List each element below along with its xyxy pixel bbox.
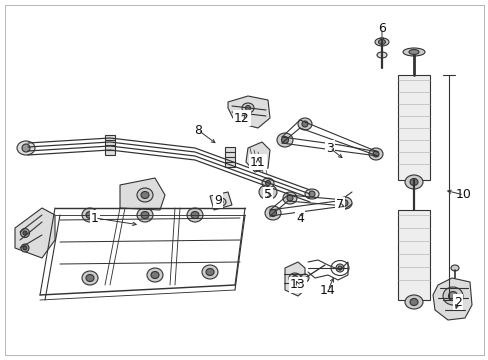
Ellipse shape <box>269 210 276 216</box>
Ellipse shape <box>216 198 225 206</box>
Ellipse shape <box>245 105 250 111</box>
Ellipse shape <box>281 136 288 144</box>
Text: 6: 6 <box>377 22 385 35</box>
Ellipse shape <box>447 292 457 301</box>
Ellipse shape <box>404 295 422 309</box>
Ellipse shape <box>302 121 307 127</box>
Bar <box>397 210 429 300</box>
Ellipse shape <box>259 184 276 199</box>
Ellipse shape <box>305 189 318 199</box>
Ellipse shape <box>337 197 351 209</box>
Ellipse shape <box>372 151 378 157</box>
Ellipse shape <box>186 208 203 222</box>
Ellipse shape <box>141 211 149 219</box>
Ellipse shape <box>409 298 417 306</box>
Ellipse shape <box>408 49 418 54</box>
Ellipse shape <box>23 246 27 250</box>
Polygon shape <box>209 192 231 210</box>
Ellipse shape <box>147 268 163 282</box>
Ellipse shape <box>219 200 223 204</box>
Ellipse shape <box>264 206 281 220</box>
Polygon shape <box>432 278 471 320</box>
Polygon shape <box>285 262 305 296</box>
Ellipse shape <box>86 274 94 282</box>
Text: 12: 12 <box>234 112 249 125</box>
Polygon shape <box>15 208 55 258</box>
Text: 10: 10 <box>455 189 471 202</box>
Ellipse shape <box>276 133 292 147</box>
Polygon shape <box>245 142 269 172</box>
Ellipse shape <box>82 208 98 222</box>
Text: 5: 5 <box>264 189 271 202</box>
Ellipse shape <box>137 188 153 202</box>
Ellipse shape <box>202 265 218 279</box>
Ellipse shape <box>20 229 29 238</box>
Bar <box>397 75 429 180</box>
Text: 8: 8 <box>194 123 202 136</box>
Text: 9: 9 <box>214 194 222 207</box>
Ellipse shape <box>262 178 273 188</box>
Ellipse shape <box>404 175 422 189</box>
Ellipse shape <box>141 192 149 198</box>
Polygon shape <box>105 135 115 155</box>
Text: 2: 2 <box>453 296 461 309</box>
Ellipse shape <box>191 211 199 219</box>
Ellipse shape <box>22 144 30 152</box>
Ellipse shape <box>335 264 343 272</box>
Ellipse shape <box>82 271 98 285</box>
Ellipse shape <box>151 271 159 279</box>
Ellipse shape <box>264 188 271 196</box>
Ellipse shape <box>292 275 297 280</box>
Ellipse shape <box>337 266 341 270</box>
Ellipse shape <box>301 274 308 282</box>
Ellipse shape <box>376 52 386 58</box>
Ellipse shape <box>374 38 388 46</box>
Ellipse shape <box>17 141 35 155</box>
Text: 13: 13 <box>289 279 305 292</box>
Ellipse shape <box>402 48 424 56</box>
Ellipse shape <box>286 195 292 201</box>
Ellipse shape <box>288 273 301 283</box>
Polygon shape <box>224 147 235 167</box>
Ellipse shape <box>205 269 214 275</box>
Ellipse shape <box>368 148 382 160</box>
Text: 1: 1 <box>91 211 99 225</box>
Ellipse shape <box>341 200 347 206</box>
Polygon shape <box>227 96 269 128</box>
Ellipse shape <box>442 287 462 305</box>
Text: 3: 3 <box>325 141 333 154</box>
Ellipse shape <box>265 180 270 185</box>
Ellipse shape <box>308 191 314 197</box>
Polygon shape <box>120 178 164 210</box>
Ellipse shape <box>23 231 27 235</box>
Ellipse shape <box>450 265 458 271</box>
Ellipse shape <box>242 103 253 113</box>
Ellipse shape <box>409 179 417 185</box>
Ellipse shape <box>86 211 94 219</box>
Ellipse shape <box>297 118 311 130</box>
Ellipse shape <box>378 40 385 45</box>
Text: 11: 11 <box>250 156 265 168</box>
Ellipse shape <box>137 208 153 222</box>
Ellipse shape <box>283 192 296 204</box>
Text: 14: 14 <box>320 284 335 297</box>
Text: 7: 7 <box>335 198 343 211</box>
Ellipse shape <box>21 244 29 252</box>
Text: 4: 4 <box>295 211 304 225</box>
